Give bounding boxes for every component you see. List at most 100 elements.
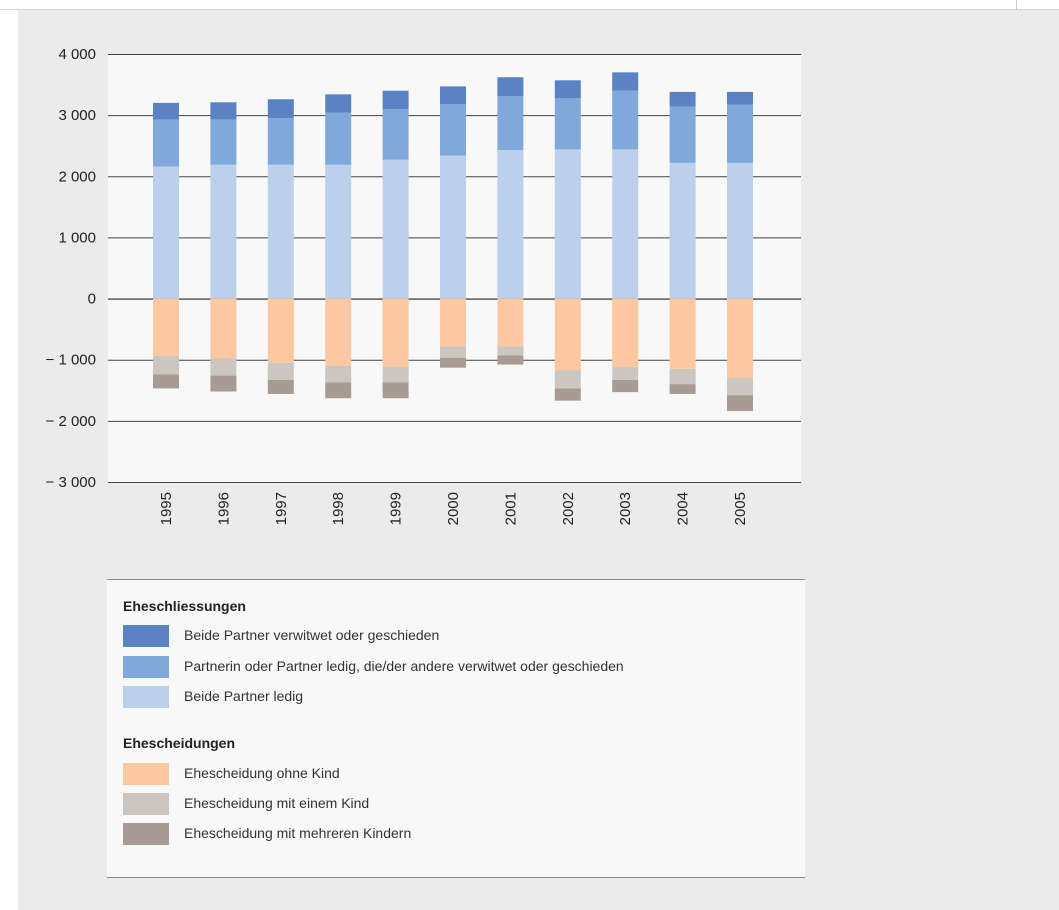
legend-item-einem-kind: Ehescheidung mit einem Kind (123, 793, 783, 815)
bar-segment (727, 162, 753, 299)
bar-segment (210, 119, 237, 165)
bar-segment (382, 382, 409, 399)
bar-segment (554, 370, 581, 389)
y-tick-label: 0 (88, 291, 96, 308)
bar-segment (153, 166, 179, 299)
bar-segment (210, 164, 237, 299)
bar-segment (153, 102, 179, 120)
bar-segment (382, 109, 409, 160)
bar-segment (669, 368, 696, 385)
bar-segment (612, 379, 639, 393)
bar-segment (440, 346, 466, 358)
x-tick-label: 1996 (215, 492, 232, 525)
x-tick-labels: 1995 1996 1997 1998 1999 2000 2001 2002 2003 2004… (158, 492, 749, 525)
x-tick-label: 2005 (732, 492, 749, 525)
bar-segment (440, 104, 466, 156)
bar-segment (210, 358, 237, 376)
bar-segment (440, 357, 466, 368)
bar-segment (554, 388, 581, 401)
bar-segment (267, 362, 294, 380)
x-tick-label: 1998 (330, 492, 347, 525)
legend-label: Partnerin oder Partner ledig, die/der an… (184, 658, 624, 674)
bar-segment (669, 384, 696, 394)
bar-segment (497, 77, 524, 97)
y-tick-label: − 3 000 (46, 474, 96, 491)
y-tick-labels: 4 000 3 000 2 000 1 000 0 − 1 000 − 2 000 − 3 0… (46, 46, 96, 491)
bar-segment (267, 118, 294, 165)
bar-segment (497, 346, 524, 356)
bar-segment (669, 106, 696, 163)
bars (153, 72, 753, 412)
legend-swatch (123, 625, 169, 647)
x-tick-label: 2002 (560, 492, 577, 525)
y-tick-label: 1 000 (58, 229, 96, 246)
legend-swatch (123, 763, 169, 785)
legend-label: Ehescheidung ohne Kind (184, 765, 340, 781)
bar-segment (153, 356, 179, 375)
y-tick-label: 2 000 (58, 168, 96, 185)
bar-segment (382, 367, 409, 383)
bar-segment (727, 104, 753, 163)
bar-segment (325, 382, 352, 399)
legend-label: Ehescheidung mit einem Kind (184, 795, 370, 811)
bar-segment (382, 159, 409, 299)
x-tick-label: 2001 (502, 492, 519, 525)
legend-item-partner-ledig: Partnerin oder Partner ledig, die/der an… (123, 656, 783, 678)
legend-swatch (123, 823, 169, 845)
bar-segment (727, 91, 753, 105)
bar-segment (612, 298, 639, 368)
y-tick-label: 3 000 (58, 107, 96, 124)
top-divider-tick (1016, 0, 1017, 10)
bar-segment (325, 94, 352, 113)
legend-label: Ehescheidung mit mehreren Kindern (184, 825, 412, 841)
bar-segment (554, 149, 581, 299)
bar-segment (440, 86, 466, 105)
legend-swatch (123, 686, 169, 708)
bar-segment (497, 355, 524, 365)
bar-segment (440, 298, 466, 347)
bar-segment (382, 90, 409, 110)
x-tick-label: 2003 (617, 492, 634, 525)
bar-segment (727, 378, 753, 396)
legend-swatch (123, 793, 169, 815)
x-tick-label: 2004 (675, 492, 692, 525)
bar-segment (669, 162, 696, 299)
bar-segment (440, 155, 466, 299)
legend-item-beide-ledig: Beide Partner ledig (123, 686, 783, 708)
legend-label: Beide Partner ledig (184, 688, 304, 704)
bar-segment (153, 374, 179, 389)
legend-label: Beide Partner verwitwet oder geschieden (184, 627, 440, 643)
bar-segment (267, 379, 294, 394)
bar-segment (497, 149, 524, 299)
legend-heading-eheschliessungen: Eheschliessungen (123, 598, 246, 614)
bar-segment (612, 72, 639, 91)
bar-segment (554, 298, 581, 371)
bar-segment (554, 80, 581, 99)
bar-segment (325, 112, 352, 165)
bar-segment (727, 395, 753, 412)
bar-segment (554, 98, 581, 150)
bar-segment (497, 96, 524, 150)
y-tick-label: 4 000 (58, 46, 96, 63)
bar-segment (153, 119, 179, 167)
y-tick-label: − 2 000 (46, 413, 96, 430)
bar-segment (325, 164, 352, 299)
bar-segment (325, 298, 352, 366)
x-tick-label: 1995 (158, 492, 175, 525)
top-divider (0, 9, 1059, 10)
legend-item-beide-verwitwet: Beide Partner verwitwet oder geschieden (123, 625, 783, 647)
bar-segment (267, 164, 294, 299)
bar-segment (210, 102, 237, 120)
legend-item-mehreren-kindern: Ehescheidung mit mehreren Kindern (123, 823, 783, 845)
legend-item-ohne-kind: Ehescheidung ohne Kind (123, 763, 783, 785)
legend: Eheschliessungen Beide Partner verwitwet… (107, 579, 805, 878)
legend-heading-ehescheidungen: Ehescheidungen (123, 735, 236, 751)
bar-segment (497, 298, 524, 347)
bar-segment (612, 149, 639, 299)
bar-segment (210, 375, 237, 392)
x-tick-label: 1997 (273, 492, 290, 525)
bar-segment (612, 367, 639, 380)
bar-segment (153, 298, 179, 357)
x-tick-label: 1999 (388, 492, 405, 525)
bar-segment (382, 298, 409, 368)
